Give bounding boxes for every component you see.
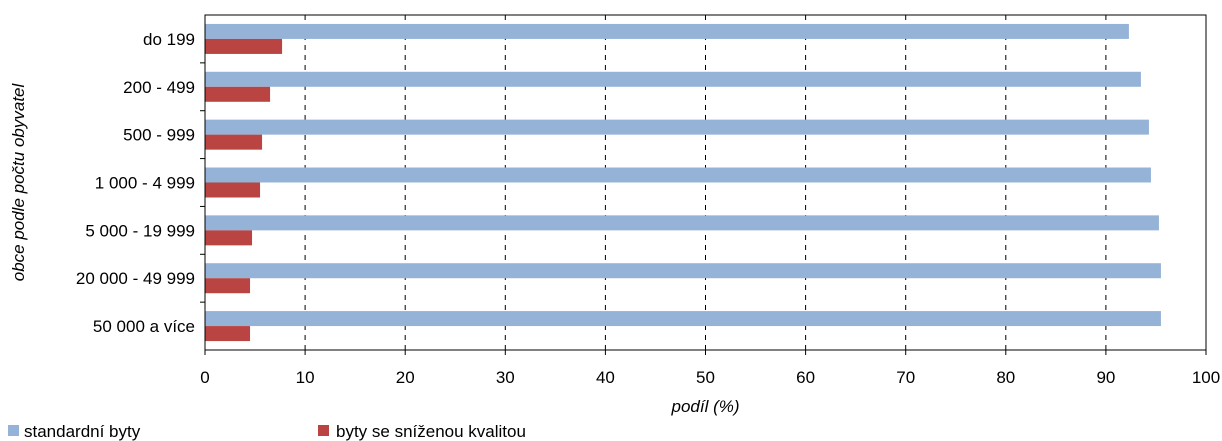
legend: standardní byty byty se sníženou kvalito… — [8, 422, 526, 441]
x-tick-label: 60 — [796, 368, 815, 387]
bar-reduced-quality — [205, 134, 263, 150]
legend-swatch-reduced-quality — [318, 425, 329, 436]
category-label: do 199 — [143, 30, 195, 49]
y-axis-title: obce podle počtu obyvatel — [9, 83, 28, 282]
bar-standard — [205, 311, 1161, 327]
x-tick-label: 90 — [1096, 368, 1115, 387]
x-tick-label: 0 — [200, 368, 209, 387]
x-tick-label: 20 — [396, 368, 415, 387]
category-label: 20 000 - 49 999 — [76, 269, 195, 288]
legend-label-reduced-quality: byty se sníženou kvalitou — [336, 422, 526, 441]
bar-standard — [205, 71, 1141, 87]
x-tick-label: 30 — [496, 368, 515, 387]
bar-reduced-quality — [205, 278, 251, 294]
category-label: 5 000 - 19 999 — [85, 221, 195, 240]
bar-reduced-quality — [205, 230, 253, 246]
category-label: 50 000 a více — [93, 317, 195, 336]
bar-reduced-quality — [205, 326, 251, 342]
x-axis-title: podíl (%) — [670, 397, 739, 416]
bar-standard — [205, 263, 1161, 279]
bar-standard — [205, 23, 1129, 39]
bar-reduced-quality — [205, 38, 283, 54]
x-tick-label: 10 — [296, 368, 315, 387]
legend-label-standard: standardní byty — [24, 422, 141, 441]
x-tick-label: 100 — [1192, 368, 1220, 387]
bars — [205, 23, 1161, 342]
y-axis-categories: do 199 200 - 499 500 - 999 1 000 - 4 999 5 0… — [76, 30, 205, 336]
bar-reduced-quality — [205, 182, 261, 198]
category-label: 1 000 - 4 999 — [95, 174, 195, 193]
x-tick-label: 40 — [596, 368, 615, 387]
category-label: 500 - 999 — [123, 126, 195, 145]
x-tick-label: 70 — [896, 368, 915, 387]
x-tick-label: 80 — [996, 368, 1015, 387]
bar-standard — [205, 167, 1151, 183]
bar-reduced-quality — [205, 86, 271, 102]
x-axis-ticks: 0 10 20 30 40 50 60 70 80 90 100 — [200, 350, 1220, 387]
bar-standard — [205, 215, 1159, 231]
x-tick-label: 50 — [696, 368, 715, 387]
legend-swatch-standard — [8, 425, 19, 436]
category-label: 200 - 499 — [123, 78, 195, 97]
bar-standard — [205, 119, 1149, 135]
